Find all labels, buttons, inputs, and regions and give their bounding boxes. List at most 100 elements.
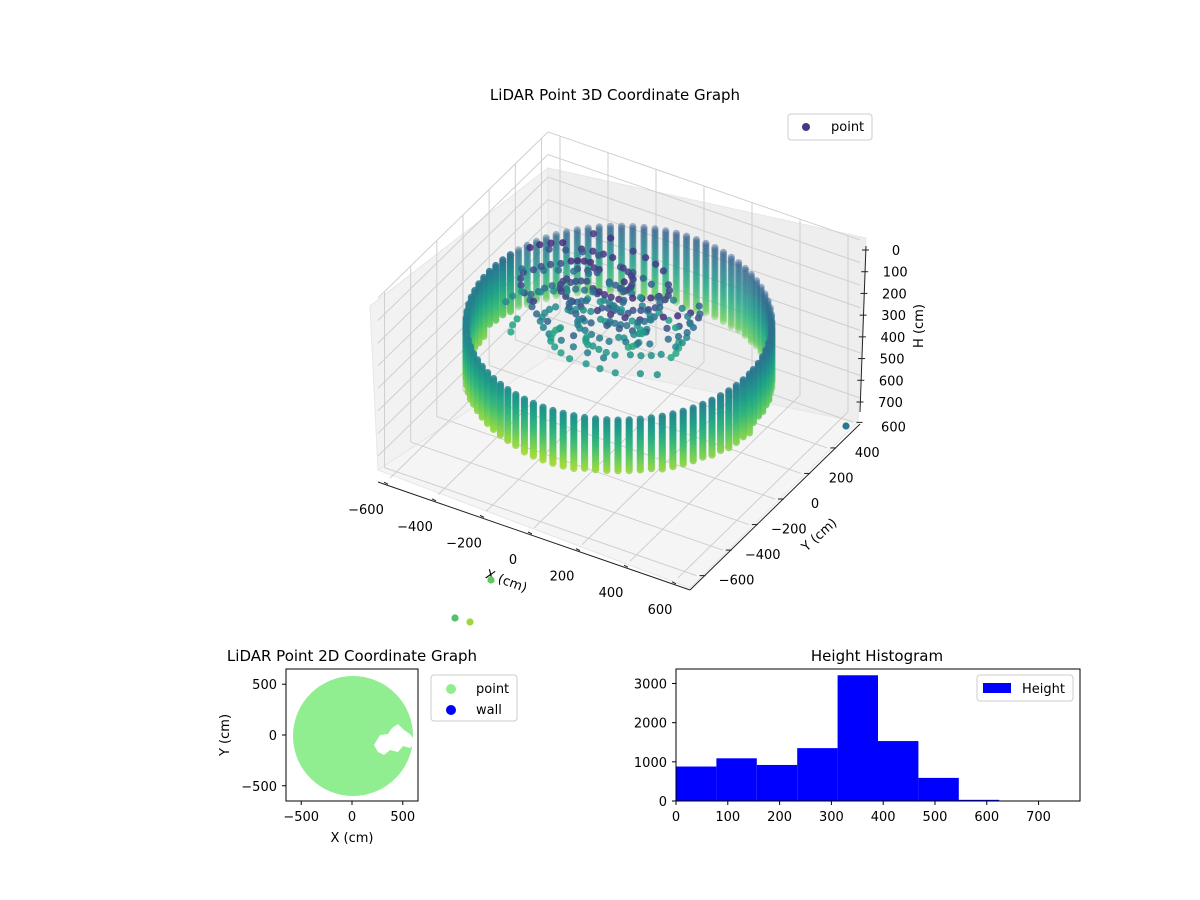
lidar-point <box>727 312 735 320</box>
lidar-point <box>664 281 673 289</box>
lidar-point <box>767 317 776 325</box>
lidar-point <box>764 319 772 327</box>
lidar-point <box>606 261 615 269</box>
lidar-point <box>766 306 774 314</box>
lidar-point <box>757 334 765 342</box>
lidar-point <box>768 318 776 326</box>
lidar-point <box>589 288 597 296</box>
lidar-point <box>682 283 691 291</box>
lidar-point <box>595 276 603 284</box>
histogram-bar <box>837 675 878 801</box>
lidar-point <box>764 303 772 311</box>
lidar-point <box>702 288 710 296</box>
lidar-point <box>651 272 659 280</box>
lidar-point <box>629 237 637 245</box>
lidar-point <box>592 466 600 474</box>
lidar-point <box>735 291 743 299</box>
lidar-point <box>764 331 772 339</box>
lidar-point <box>752 291 761 299</box>
lidar-point <box>752 307 761 315</box>
3d-legend-box <box>787 113 873 141</box>
y-tick-label: 600 <box>881 420 906 435</box>
lidar-point <box>485 320 494 328</box>
lidar-point <box>605 280 614 288</box>
lidar-point <box>692 240 701 248</box>
lidar-point <box>636 293 645 301</box>
lidar-point <box>692 278 701 286</box>
lidar-point <box>767 325 776 333</box>
lidar-point <box>727 300 735 308</box>
lidar-point <box>552 247 560 255</box>
lidar-point <box>618 249 626 257</box>
lidar-outlier-point <box>842 422 850 430</box>
lidar-point <box>761 292 769 300</box>
lidar-point <box>702 260 710 268</box>
lidar-point <box>672 250 680 258</box>
lidar-point <box>573 232 581 240</box>
lidar-point <box>563 264 571 273</box>
lidar-point <box>757 293 765 301</box>
lidar-point <box>651 229 659 237</box>
lidar-point <box>596 298 604 306</box>
lidar-point <box>552 233 560 241</box>
lidar-point <box>761 333 769 341</box>
lidar-point <box>640 266 648 274</box>
lidar-point <box>711 256 719 264</box>
lidar-point <box>682 248 691 256</box>
histogram-x-tick-label: 700 <box>1026 810 1051 825</box>
lidar-point <box>727 261 735 270</box>
lidar-point <box>719 289 728 297</box>
lidar-point <box>523 262 531 270</box>
lidar-point <box>672 258 680 266</box>
lidar-point <box>757 342 765 350</box>
lidar-point <box>719 281 728 289</box>
lidar-point <box>682 295 691 303</box>
lidar-point <box>752 323 761 332</box>
histogram-bar <box>716 758 757 801</box>
lidar-point <box>682 238 691 246</box>
lidar-point <box>764 305 772 313</box>
lidar-point <box>757 310 765 318</box>
lidar-point <box>711 266 719 274</box>
lidar-point <box>757 330 765 338</box>
lidar-point <box>527 290 535 298</box>
height-grid <box>377 266 861 434</box>
height-grid <box>377 199 861 367</box>
lidar-point <box>702 256 710 264</box>
lidar-point <box>767 313 776 321</box>
lidar-point <box>626 351 635 359</box>
lidar-point <box>702 286 710 294</box>
lidar-point <box>647 352 655 360</box>
lidar-point <box>702 298 710 306</box>
lidar-point <box>684 312 692 320</box>
lidar-point <box>573 234 581 242</box>
lidar-point <box>595 243 603 251</box>
lidar-point <box>595 245 603 253</box>
lidar-point <box>595 235 603 243</box>
lidar-point <box>619 288 628 296</box>
histogram-y-tick-label: 3000 <box>634 677 667 692</box>
lidar-point <box>692 296 701 305</box>
lidar-point <box>584 242 592 250</box>
lidar-point <box>667 354 675 362</box>
lidar-point <box>727 318 735 326</box>
lidar-point <box>741 293 749 301</box>
2d-chart-title: LiDAR Point 2D Coordinate Graph <box>227 647 477 665</box>
lidar-point <box>580 257 588 265</box>
lidar-point <box>584 234 592 242</box>
lidar-point <box>537 262 545 271</box>
lidar-point <box>735 285 743 293</box>
lidar-point <box>766 328 774 336</box>
lidar-point <box>752 334 761 342</box>
lidar-point <box>618 228 626 236</box>
lidar-point <box>587 307 595 316</box>
lidar-point <box>702 290 710 298</box>
lidar-point <box>659 267 668 275</box>
lidar-point <box>735 314 743 322</box>
lidar-point <box>595 280 603 288</box>
lidar-point <box>766 316 774 324</box>
histogram-bar <box>918 777 959 801</box>
lidar-point <box>747 333 755 341</box>
lidar-point <box>547 337 555 345</box>
